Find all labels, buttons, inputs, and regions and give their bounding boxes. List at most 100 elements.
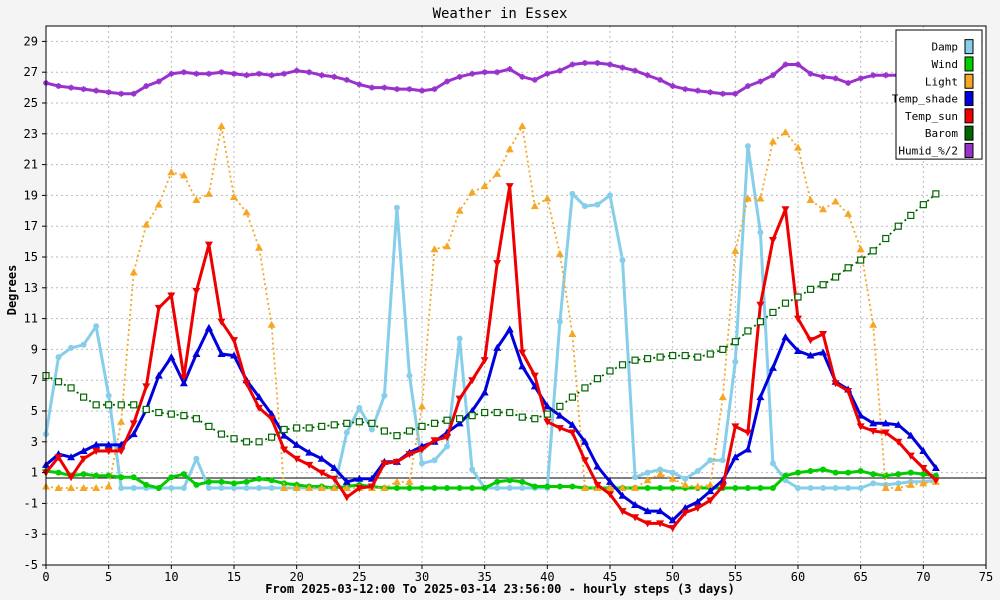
- series-0-point: [444, 443, 451, 450]
- series-2-point: [405, 477, 414, 485]
- series-4-point: [856, 423, 865, 431]
- series-4-point: [117, 448, 126, 456]
- series-5-point: [932, 190, 940, 198]
- y-tick-label: -1: [24, 496, 38, 510]
- series-4-point: [217, 318, 226, 326]
- series-5-point: [305, 424, 313, 432]
- x-tick-label: 10: [164, 570, 178, 584]
- series-4-point: [931, 477, 940, 485]
- series-5-point: [54, 378, 63, 386]
- series-5-point: [531, 415, 539, 423]
- series-6-point: [519, 73, 526, 80]
- series-0-point: [193, 455, 200, 462]
- series-6-point: [243, 72, 250, 79]
- series-2-point: [555, 249, 564, 257]
- series-4-point: [518, 349, 527, 357]
- series-5-point: [318, 422, 326, 430]
- x-tick-label: 5: [105, 570, 112, 584]
- series-4-point: [493, 260, 502, 268]
- series-2-point: [117, 417, 126, 425]
- series-6-point: [594, 59, 601, 66]
- series-4-point: [230, 337, 238, 345]
- series-6-point: [732, 90, 739, 97]
- series-6-point: [657, 76, 664, 83]
- series-5-point: [117, 401, 125, 409]
- series-6-point: [281, 70, 288, 77]
- y-tick-label: 3: [31, 435, 38, 449]
- series-5-point: [92, 401, 100, 409]
- series-2-point: [831, 197, 840, 205]
- series-3-point: [92, 440, 101, 448]
- series-2-point: [781, 128, 790, 136]
- x-tick-label: 0: [42, 570, 49, 584]
- series-4-point: [718, 483, 727, 491]
- x-tick-label: 40: [540, 570, 554, 584]
- series-6-point: [293, 67, 300, 74]
- series-1-point: [130, 474, 137, 481]
- series-5-point: [731, 338, 739, 346]
- series-3-point: [317, 454, 326, 462]
- series-5-point: [293, 424, 301, 432]
- series-3-point: [819, 348, 828, 356]
- series-4-point: [505, 183, 514, 191]
- series-1-point: [55, 469, 62, 476]
- series-3-point: [781, 333, 790, 341]
- y-tick-label: 25: [24, 96, 38, 110]
- y-tick-label: 13: [24, 281, 38, 295]
- series-5-point: [819, 281, 827, 289]
- series-4-point: [317, 469, 326, 477]
- series-4-point: [305, 461, 314, 469]
- series-2-point: [643, 476, 652, 484]
- series-3-point: [305, 448, 314, 456]
- legend-label: Temp_sun: [905, 110, 958, 123]
- series-6-point: [393, 86, 400, 93]
- series-2-point: [305, 484, 314, 491]
- series-5-point: [481, 408, 489, 417]
- x-tick-label: 25: [352, 570, 366, 584]
- series-5-point: [756, 318, 765, 326]
- series-5-point: [430, 419, 439, 427]
- series-2-point: [869, 320, 878, 328]
- series-6-point: [632, 67, 639, 74]
- y-tick-label: 19: [24, 188, 38, 202]
- series-5-point: [806, 285, 815, 293]
- x-axis-label: From 2025-03-12:00 To 2025-03-14 23:56:0…: [265, 582, 735, 596]
- series-2-point: [618, 484, 627, 491]
- series-5-point: [543, 410, 551, 418]
- series-3-point: [154, 371, 163, 379]
- legend-swatch: [964, 91, 974, 107]
- series-5-point: [343, 419, 351, 427]
- series-6-point: [331, 73, 338, 80]
- series-4-point: [906, 452, 915, 460]
- y-tick-label: 27: [24, 65, 38, 79]
- series-6-point: [55, 83, 62, 90]
- series-4-point: [367, 483, 376, 491]
- series-5-point: [781, 299, 790, 307]
- legend-swatch: [964, 39, 974, 55]
- series-6-point: [481, 69, 488, 76]
- series-1-point: [469, 485, 476, 491]
- series-5-point: [857, 256, 865, 264]
- y-tick-label: 15: [24, 250, 38, 264]
- series-1-point: [205, 478, 212, 485]
- legend-swatch: [964, 108, 974, 124]
- series-6-point: [682, 86, 689, 93]
- series-3-point: [580, 437, 589, 445]
- series-3-point: [280, 431, 289, 439]
- series-2-point: [242, 208, 251, 216]
- series-3-point: [518, 362, 527, 370]
- series-5-point: [205, 422, 213, 430]
- series-4-point: [154, 304, 163, 312]
- series-0-point: [581, 203, 588, 210]
- series-1-point: [669, 485, 676, 491]
- series-0-point: [644, 469, 651, 476]
- series-5-point: [105, 401, 113, 409]
- series-4-point: [555, 424, 564, 432]
- series-4-point: [355, 485, 364, 492]
- series-5-point: [155, 408, 163, 417]
- series-5-point: [242, 438, 251, 446]
- series-2-point: [54, 484, 63, 491]
- series-4: [42, 183, 940, 533]
- series-2-point: [505, 145, 514, 153]
- series-4-line: [44, 184, 937, 530]
